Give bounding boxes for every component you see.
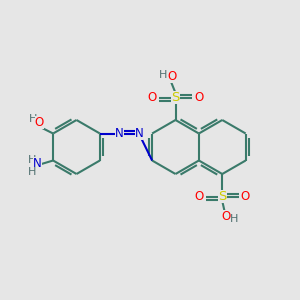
Text: N: N bbox=[115, 127, 124, 140]
Text: H: H bbox=[28, 167, 37, 177]
Text: O: O bbox=[194, 91, 203, 104]
Text: O: O bbox=[167, 70, 176, 83]
Text: H: H bbox=[158, 70, 167, 80]
Text: H: H bbox=[230, 214, 238, 224]
Text: H: H bbox=[28, 155, 37, 165]
Text: O: O bbox=[241, 190, 250, 203]
Text: S: S bbox=[218, 190, 226, 203]
Text: H: H bbox=[29, 114, 38, 124]
Text: O: O bbox=[148, 91, 157, 104]
Text: N: N bbox=[33, 158, 42, 170]
Text: O: O bbox=[194, 190, 204, 203]
Text: S: S bbox=[171, 91, 180, 104]
Text: O: O bbox=[35, 116, 44, 129]
Text: N: N bbox=[134, 127, 143, 140]
Text: O: O bbox=[221, 209, 231, 223]
